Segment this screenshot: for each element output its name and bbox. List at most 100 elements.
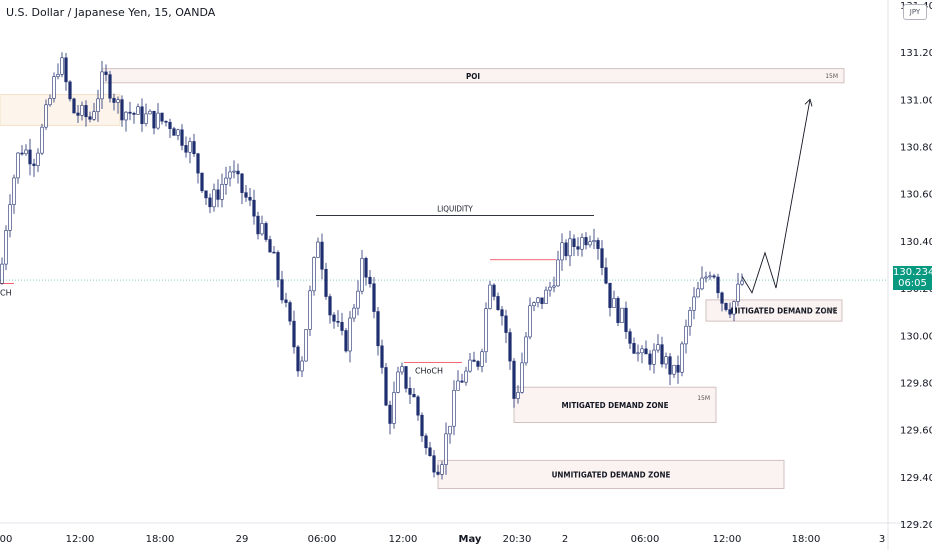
candle-body [360,258,364,292]
candle-body [732,301,736,315]
candle-body [684,325,688,345]
candle-body [236,170,240,175]
candle-body [604,267,608,284]
candle-body [572,238,576,247]
candle-body [164,120,168,123]
projection-path [741,99,811,294]
candle-body [100,71,104,100]
candle-body [176,129,180,136]
candle-body [376,311,380,347]
candle-body [88,116,92,120]
candle-body [200,172,204,192]
candle-body [536,297,540,303]
candle-body [40,126,44,154]
candle-body [672,364,676,375]
candle-body [640,348,644,354]
candle-body [580,237,584,250]
x-tick-label: 20:30 [503,534,532,545]
candle-body [284,299,288,303]
y-tick-label: 130.600 [900,190,932,201]
candle-body [404,366,408,389]
candle-body [36,152,40,166]
candle-body [128,111,132,114]
candle-body [56,74,60,77]
candle-body [272,251,276,254]
candle-body [316,241,320,258]
candle-body [240,173,244,193]
candle-body [456,380,460,391]
candle-body [264,223,268,240]
x-tick-label: 12:00 [389,534,418,545]
candle-body [380,345,384,368]
candle-body [188,141,192,153]
candle-body [712,275,716,278]
candle-body [368,276,372,285]
candle-body [476,361,480,367]
candle-body [120,99,124,121]
candle-body [644,348,648,355]
candle-body [76,112,80,116]
x-tick-label: 12:00 [66,534,95,545]
candle-body [588,241,592,246]
zone-label: UNMITIGATED DEMAND ZONE [552,470,671,479]
y-tick-label: 130.000 [900,331,932,342]
zone-timeframe: 15M [825,73,838,80]
x-tick-label: 2 [562,534,568,545]
candle-body [584,237,588,246]
candle-body [104,71,108,75]
candle-body [496,296,500,310]
candle-body [268,239,272,253]
candle-body [300,360,304,372]
candle-body [340,322,344,331]
candle-body [700,277,704,290]
candle-body [336,320,340,323]
x-tick-label: 00 [0,534,12,545]
x-tick-label: 06:00 [308,534,337,545]
candle-body [668,356,672,375]
candle-body [224,177,228,185]
candle-body [92,111,96,120]
candle-body [44,104,48,128]
y-tick-label: 129.600 [900,426,932,437]
candle-body [352,307,356,319]
x-tick-label: May [459,534,482,545]
candle-body [392,392,396,424]
current-price-badge: 130.234 06:05 [893,266,932,290]
candle-body [156,112,160,129]
candle-body [472,359,476,362]
candle-body [724,302,728,310]
candle-body [480,351,484,367]
candle-body [568,238,572,257]
candle-body [616,298,620,323]
candle-body [212,189,216,208]
candle-body [504,315,508,333]
candle-body [416,396,420,416]
candle-body [168,121,172,129]
candle-body [524,336,528,364]
candle-body [312,257,316,292]
candle-body [692,296,696,311]
y-tick-label: 129.200 [900,520,932,531]
candle-body [636,352,640,355]
x-tick-label: 12:00 [713,534,742,545]
candle-body [696,288,700,298]
candle-body [500,309,504,317]
candle-body [488,284,492,309]
candle-body [304,329,308,362]
candle-body [228,171,232,179]
x-tick-label: 18:00 [792,534,821,545]
currency-badge[interactable]: JPY [903,4,927,20]
candle-body [412,394,416,398]
candle-body [460,380,464,383]
candle-body [508,332,512,362]
zone-label: MITIGATED DEMAND ZONE [562,401,669,410]
candle-body [196,153,200,174]
candle-body [624,307,628,332]
candle-body [232,170,236,173]
candle-body [276,252,280,280]
candle-body [0,263,4,284]
candle-body [576,246,580,250]
candle-body [144,113,148,124]
y-tick-label: 130.400 [900,237,932,248]
